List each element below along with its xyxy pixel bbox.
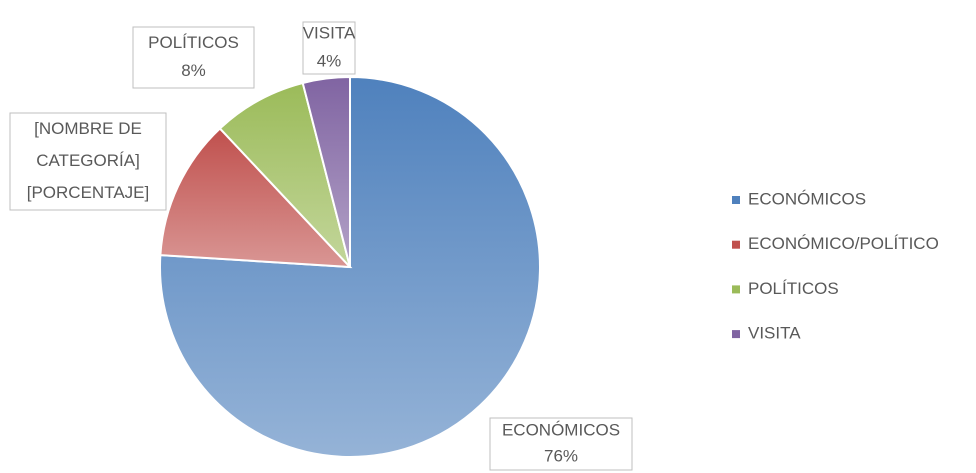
legend-label: ECONÓMICO/POLÍTICO [748,234,939,253]
legend-label: ECONÓMICOS [748,189,866,208]
pie-slice [218,81,351,268]
pie-slice [301,75,351,268]
pie-slice [159,127,353,269]
data-label-name: POLÍTICOS [148,33,239,52]
legend-swatch [732,330,740,339]
data-label-value: [PORCENTAJE] [27,183,149,202]
legend-swatch [732,196,740,204]
legend-label: POLÍTICOS [748,279,839,298]
data-label-box [132,26,255,89]
legend-swatch [732,285,740,294]
data-label-name: [NOMBRE DE [34,119,142,138]
legend-label: VISITA [748,324,801,343]
data-label-name: VISITA [303,23,356,42]
data-label-name: CATEGORÍA] [36,151,140,170]
data-label-box [489,417,633,471]
data-label-value: 76% [544,446,578,465]
data-label-value: 4% [317,51,342,70]
legend-swatch [732,240,740,249]
data-label-value: 8% [181,61,206,80]
data-label-box [9,112,167,211]
data-label-name: ECONÓMICOS [502,420,620,439]
data-label-box [302,21,356,75]
